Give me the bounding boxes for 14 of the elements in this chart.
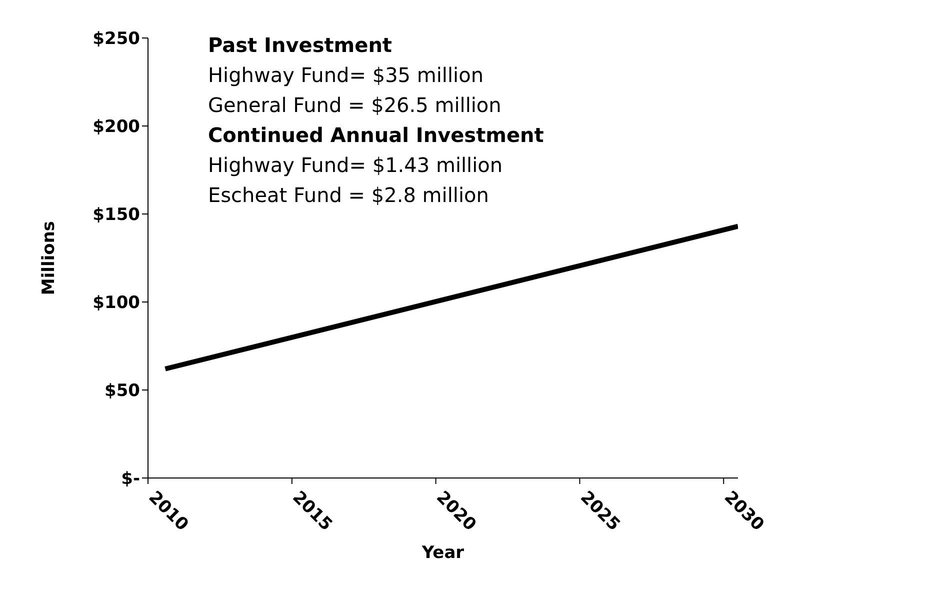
annotation: Highway Fund= $35 million xyxy=(208,62,484,89)
annotation: Highway Fund= $1.43 million xyxy=(208,152,504,179)
y-tick-label: $150 xyxy=(92,205,140,226)
y-tick-label: $250 xyxy=(92,29,140,50)
annotation: Continued Annual Investment xyxy=(208,122,544,149)
y-tick-label: $50 xyxy=(104,381,140,402)
y-tick-label: $200 xyxy=(92,117,140,138)
annotation: General Fund = $26.5 million xyxy=(208,92,502,119)
y-axis-title: Millions xyxy=(39,220,60,296)
x-axis-title: Year xyxy=(420,543,465,563)
y-tick-label: $- xyxy=(121,469,140,490)
annotation: Escheat Fund = $2.8 million xyxy=(208,182,490,209)
annotation: Past Investment xyxy=(208,32,393,59)
y-tick-label: $100 xyxy=(92,293,140,314)
